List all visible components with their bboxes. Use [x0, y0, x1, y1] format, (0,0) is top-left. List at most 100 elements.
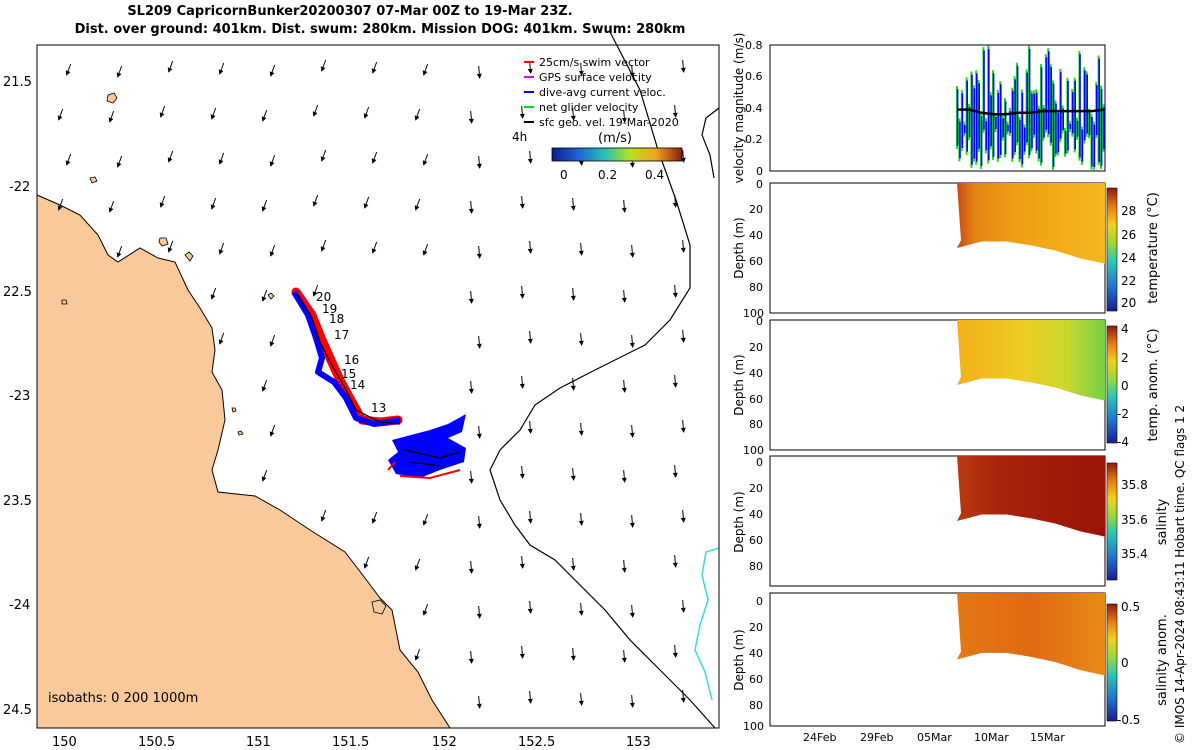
dive-avg-trace [291, 290, 401, 427]
geo-vel-arrow [570, 557, 576, 571]
colorbar-tick: 0.2 [598, 168, 617, 182]
geo-vel-arrow [468, 650, 474, 664]
geo-vel-arrow [672, 284, 678, 298]
geo-vel-arrow [621, 289, 627, 303]
geo-vel-arrow [519, 375, 525, 389]
geo-vel-arrow [519, 105, 525, 119]
geo-velocity-arrows [57, 59, 686, 709]
geo-vel-arrow [57, 198, 64, 211]
geo-vel-arrow [629, 424, 635, 438]
geo-vel-arrow [320, 59, 327, 72]
geo-vel-arrow [167, 240, 174, 253]
geo-vel-arrow [476, 425, 482, 439]
lat-tick: -24 [9, 598, 30, 613]
geo-vel-arrow [680, 59, 686, 73]
cb-tick: 4 [1121, 322, 1129, 336]
temperature-cb-label: temperature (°C) [1146, 192, 1161, 304]
geo-vel-arrow [312, 284, 319, 297]
temperature-colorbar [1106, 187, 1118, 312]
depth-tick: 80 [749, 281, 763, 294]
salinity-panel: 0 20 40 60 80 35.8 35.6 35.4 Depth (m) s… [732, 455, 1170, 587]
geo-vel-arrow [371, 61, 378, 74]
geo-vel-arrow [218, 152, 225, 165]
geo-vel-arrow [468, 380, 474, 394]
map-legend: 25cm/s swim vector GPS surface velocity … [512, 56, 683, 182]
cb-tick: -4 [1117, 435, 1129, 449]
geo-vel-arrow [570, 467, 576, 481]
geo-vel-arrow [65, 153, 72, 166]
geo-vel-arrow [570, 287, 576, 301]
geo-vel-arrow [218, 242, 225, 255]
depth-tick: 40 [749, 508, 763, 521]
geo-vel-arrow [363, 556, 370, 569]
temp-anomaly-cb-ticks: 4 2 0 -2 -4 [1117, 322, 1129, 449]
lat-tick: -23 [9, 389, 30, 404]
geo-vel-arrow [672, 464, 678, 478]
depth-tick: 80 [749, 560, 763, 573]
geo-vel-arrow [629, 64, 635, 78]
lon-tick: 151 [246, 735, 271, 750]
colorbar-tick: 0 [560, 168, 568, 182]
geo-vel-arrow [570, 377, 576, 391]
geo-vel-arrow [570, 647, 576, 661]
geo-vel-arrow [672, 104, 678, 118]
geo-vel-arrow [621, 379, 627, 393]
depth-tick: 0 [756, 456, 763, 469]
depth-tick: 100 [743, 720, 764, 733]
geo-vel-arrow [680, 509, 686, 523]
depth-tick: 40 [749, 367, 763, 380]
depth-axis: 0 20 40 60 80 100 [743, 178, 764, 320]
vel-tick: 0.4 [745, 102, 763, 115]
geo-vel-arrow [680, 149, 686, 163]
depth-axis: 0 20 40 60 80 [749, 456, 763, 573]
depth-tick: 60 [749, 255, 763, 268]
chart-title: SL209 CapricornBunker20200307 07-Mar 00Z… [127, 4, 573, 19]
legend-label: dive-avg current veloc. [539, 86, 666, 99]
geo-vel-arrow [269, 244, 276, 257]
lat-tick: 24.5 [3, 703, 32, 718]
glider-track [291, 287, 466, 480]
temperature-cb-ticks: 28 26 24 22 20 [1121, 204, 1136, 310]
geo-vel-arrow [578, 242, 584, 256]
salinity-anomaly-panel: 0 20 40 60 80 100 0.5 0 -0.5 Depth (m) s… [732, 592, 1170, 733]
velocity-y-axis: 0.8 0.6 0.4 0.2 0 [745, 39, 763, 178]
time-axis: 24Feb 29Feb 05Mar 10Mar 15Mar [803, 731, 1065, 744]
geo-vel-arrow [261, 469, 268, 482]
map-y-axis: 21.5 -22 22.5 -23 23.5 -24 24.5 [3, 75, 32, 718]
geo-vel-arrow [621, 649, 627, 663]
depth-tick: 80 [749, 699, 763, 712]
geo-vel-arrow [269, 64, 276, 77]
depth-tick: 60 [749, 534, 763, 547]
geo-vel-arrow [320, 509, 327, 522]
colorbar-label: (m/s) [598, 131, 632, 146]
isobaths-label: isobaths: 0 200 1000m [48, 691, 198, 706]
speed-colorbar [551, 147, 683, 162]
geo-vel-arrow [621, 559, 627, 573]
day-label: 14 [350, 378, 365, 392]
geo-vel-arrow [468, 470, 474, 484]
geo-vel-arrow [320, 239, 327, 252]
geo-vel-arrow [629, 244, 635, 258]
geo-vel-arrow [476, 515, 482, 529]
geo-vel-arrow [680, 419, 686, 433]
velocity-bars [956, 45, 1105, 171]
time-tick: 05Mar [917, 731, 952, 744]
geo-vel-arrow [261, 199, 268, 212]
geo-vel-arrow [578, 422, 584, 436]
temperature-panel: 0 20 40 60 80 100 28 26 24 22 20 Depth (… [732, 178, 1161, 320]
cb-tick: 35.4 [1121, 547, 1148, 561]
lat-tick: -22 [9, 180, 30, 195]
lon-tick: 150.5 [138, 735, 175, 750]
geo-vel-arrow [519, 555, 525, 569]
day-label: 20 [316, 290, 331, 304]
salinity-cb-label: salinity [1155, 498, 1170, 545]
depth-ylabel: Depth (m) [732, 491, 746, 552]
cb-tick: 24 [1121, 251, 1136, 265]
geo-vel-arrow [629, 514, 635, 528]
geo-vel-arrow [519, 465, 525, 479]
geo-vel-arrow [312, 104, 319, 117]
geo-vel-arrow [527, 690, 533, 704]
temp-anomaly-colorbar [1106, 325, 1118, 444]
legend-label: GPS surface velocity [539, 71, 652, 84]
